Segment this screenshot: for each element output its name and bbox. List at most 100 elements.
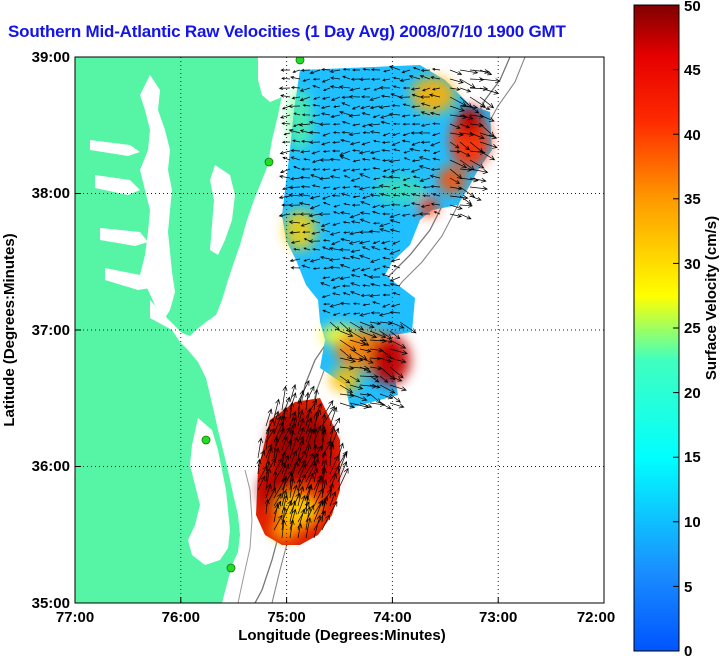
velocity-arrow: [479, 123, 495, 137]
velocity-arrow: [359, 339, 370, 346]
velocity-arrow: [322, 150, 331, 153]
velocity-arrow: [340, 237, 351, 242]
velocity-arrow: [329, 491, 337, 507]
velocity-arrow: [350, 282, 361, 287]
velocity-arrow: [358, 150, 371, 155]
velocity-arrow: [359, 402, 373, 408]
velocity-arrow: [288, 129, 301, 134]
velocity-arrow: [257, 465, 268, 483]
velocity-arrow: [318, 212, 331, 217]
velocity-arrow: [321, 294, 331, 299]
velocity-arrow: [411, 122, 421, 126]
velocity-arrow: [331, 194, 341, 198]
velocity-arrow: [459, 69, 479, 75]
velocity-arrow: [341, 130, 351, 134]
velocity-arrow: [430, 202, 441, 206]
velocity-arrow: [389, 393, 401, 403]
velocity-arrow: [378, 105, 391, 110]
velocity-arrow: [305, 453, 319, 475]
velocity-arrow: [379, 375, 389, 383]
velocity-arrow: [339, 339, 357, 352]
velocity-arrow: [341, 120, 351, 125]
velocity-arrow: [281, 451, 287, 467]
velocity-arrow: [299, 87, 311, 92]
velocity-arrow: [321, 141, 331, 146]
velocity-arrow: [313, 410, 320, 435]
velocity-arrow: [431, 87, 441, 91]
velocity-arrow: [379, 228, 391, 233]
velocity-arrow: [313, 514, 322, 539]
y-tick-label: 35:00: [32, 595, 70, 612]
velocity-arrow: [389, 321, 405, 329]
velocity-arrow: [479, 96, 495, 109]
x-tick-label: 76:00: [162, 609, 200, 626]
velocity-arrow: [459, 195, 473, 205]
velocity-arrow: [429, 174, 441, 179]
velocity-arrow: [302, 104, 311, 107]
velocity-arrow: [382, 293, 390, 297]
velocity-arrow: [302, 78, 311, 82]
velocity-arrow: [329, 85, 341, 89]
velocity-arrow: [410, 168, 421, 173]
colorbar-tick-label: 20: [684, 385, 701, 402]
velocity-arrow: [409, 147, 421, 152]
velocity-arrow: [305, 506, 312, 531]
velocity-arrow: [281, 435, 288, 451]
velocity-arrow: [265, 408, 273, 427]
velocity-arrow: [309, 69, 321, 75]
velocity-arrow: [318, 176, 331, 181]
velocity-arrow: [297, 426, 305, 443]
velocity-arrow: [459, 141, 471, 151]
velocity-arrow: [469, 168, 489, 174]
velocity-arrow: [328, 258, 341, 262]
velocity-arrow: [329, 472, 337, 491]
velocity-arrow: [257, 437, 263, 459]
velocity-arrow: [469, 132, 485, 140]
velocity-arrow: [349, 231, 361, 236]
velocity-arrow: [342, 256, 351, 260]
velocity-arrow: [273, 447, 280, 467]
velocity-arrow: [280, 114, 291, 119]
velocity-arrow: [322, 186, 331, 190]
velocity-arrow: [353, 312, 361, 315]
velocity-arrow: [338, 247, 351, 252]
velocity-arrow: [318, 122, 331, 127]
velocity-arrow: [351, 149, 361, 152]
velocity-arrow: [320, 222, 331, 227]
velocity-arrow: [288, 185, 301, 190]
velocity-arrow: [332, 312, 341, 316]
velocity-arrow: [469, 186, 488, 192]
velocity-arrow: [281, 506, 287, 531]
velocity-arrow: [479, 69, 493, 76]
velocity-arrow: [389, 65, 401, 71]
velocity-arrow: [337, 461, 348, 483]
colorbar-tick-label: 0: [684, 643, 692, 659]
radar-station-marker: [295, 57, 305, 65]
velocity-arrow: [298, 193, 311, 197]
velocity-arrow: [308, 213, 321, 218]
velocity-arrow: [289, 436, 298, 459]
velocity-arrow: [329, 417, 341, 435]
velocity-arrow: [479, 150, 496, 161]
velocity-arrow: [351, 68, 360, 72]
velocity-arrow: [323, 267, 331, 270]
velocity-arrow: [358, 186, 371, 191]
velocity-arrow: [359, 330, 378, 339]
velocity-arrow: [449, 141, 460, 149]
velocity-arrow: [332, 168, 341, 172]
velocity-arrow: [372, 166, 381, 170]
velocity-arrow: [412, 66, 421, 71]
velocity-arrow: [289, 258, 301, 263]
velocity-arrow: [339, 264, 351, 269]
velocity-arrow: [390, 203, 401, 207]
velocity-arrow: [300, 222, 311, 227]
velocity-arrow: [362, 67, 371, 71]
velocity-arrow: [321, 96, 331, 100]
velocity-arrow: [369, 393, 382, 404]
velocity-arrow: [303, 158, 311, 161]
velocity-arrow: [292, 123, 301, 127]
velocity-arrow: [369, 193, 381, 197]
velocity-arrow: [459, 114, 474, 120]
y-tick-labels: 35:00 36:00 37:00 38:00 39:00: [32, 49, 70, 612]
velocity-arrow: [339, 384, 354, 393]
